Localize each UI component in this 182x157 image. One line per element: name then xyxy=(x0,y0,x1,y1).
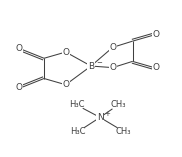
Text: B: B xyxy=(88,62,94,70)
Text: H₃C: H₃C xyxy=(69,100,84,109)
Text: O: O xyxy=(153,63,159,72)
Text: O: O xyxy=(62,80,69,89)
Text: H₃C: H₃C xyxy=(71,127,86,136)
Text: −: − xyxy=(96,60,102,66)
Text: O: O xyxy=(153,30,159,39)
Text: O: O xyxy=(15,83,22,92)
Text: CH₃: CH₃ xyxy=(110,100,126,109)
Text: O: O xyxy=(109,63,116,72)
Text: O: O xyxy=(62,48,69,57)
Text: O: O xyxy=(109,43,116,52)
Text: +: + xyxy=(104,111,110,117)
Text: CH₃: CH₃ xyxy=(116,127,131,136)
Text: O: O xyxy=(15,44,22,53)
Text: N: N xyxy=(97,113,103,122)
